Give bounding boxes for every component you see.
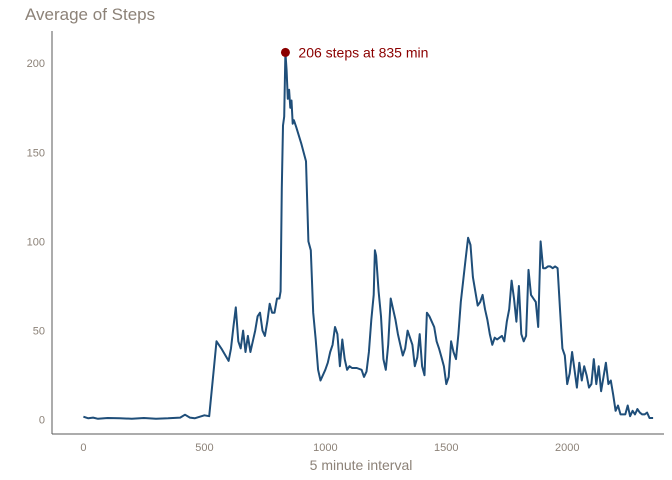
x-tick-label: 500 <box>195 442 213 454</box>
y-tick-label: 200 <box>27 58 45 70</box>
x-axis-label: 5 minute interval <box>309 457 413 473</box>
peak-point <box>280 47 290 57</box>
tick-labels: 0 500 1000 1500 2000 0 50 100 150 200 <box>27 58 580 454</box>
peak-annotation: 206 steps at 835 min <box>298 44 428 60</box>
x-tick-label: 1000 <box>313 442 337 454</box>
x-tick-label: 0 <box>80 442 86 454</box>
y-tick-label: 0 <box>39 415 45 427</box>
y-tick-label: 100 <box>27 236 45 248</box>
x-tick-label: 2000 <box>555 442 579 454</box>
chart-title: Average of Steps <box>25 5 156 24</box>
y-tick-label: 50 <box>33 326 45 338</box>
y-tick-label: 150 <box>27 147 45 159</box>
series-line <box>83 51 654 420</box>
x-tick-label: 1500 <box>434 442 458 454</box>
